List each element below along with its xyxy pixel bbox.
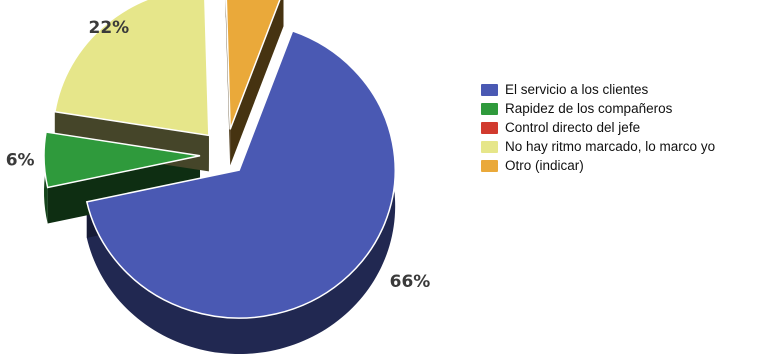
data-label-1: 6% [6, 150, 35, 170]
legend-swatch-otro [481, 159, 498, 172]
slice-1 [43, 131, 201, 189]
data-label-3: 22% [89, 18, 130, 38]
legend-item-ritmo: No hay ritmo marcado, lo marco yo [481, 137, 715, 156]
slice-0 [85, 30, 396, 319]
legend-item-rapidez: Rapidez de los compañeros [481, 99, 715, 118]
data-label-0: 66% [390, 272, 431, 292]
legend-label-clientes: El servicio a los clientes [505, 82, 649, 97]
legend-item-control: Control directo del jefe [481, 118, 715, 137]
slice-3 [54, 0, 210, 137]
legend-swatch-ritmo [481, 140, 498, 153]
pie-chart: 66%6%22%6% [6, 0, 431, 354]
legend-swatch-clientes [481, 83, 498, 96]
legend-label-otro: Otro (indicar) [505, 158, 584, 173]
legend-item-clientes: El servicio a los clientes [481, 80, 715, 99]
legend-label-ritmo: No hay ritmo marcado, lo marco yo [505, 139, 716, 154]
legend-item-otro: Otro (indicar) [481, 156, 715, 175]
legend-label-rapidez: Rapidez de los compañeros [505, 101, 673, 116]
slice-4 [225, 0, 281, 130]
legend: El servicio a los clientes Rapidez de lo… [481, 80, 715, 175]
legend-label-control: Control directo del jefe [505, 120, 641, 135]
legend-swatch-control [481, 121, 498, 134]
legend-swatch-rapidez [481, 102, 498, 115]
